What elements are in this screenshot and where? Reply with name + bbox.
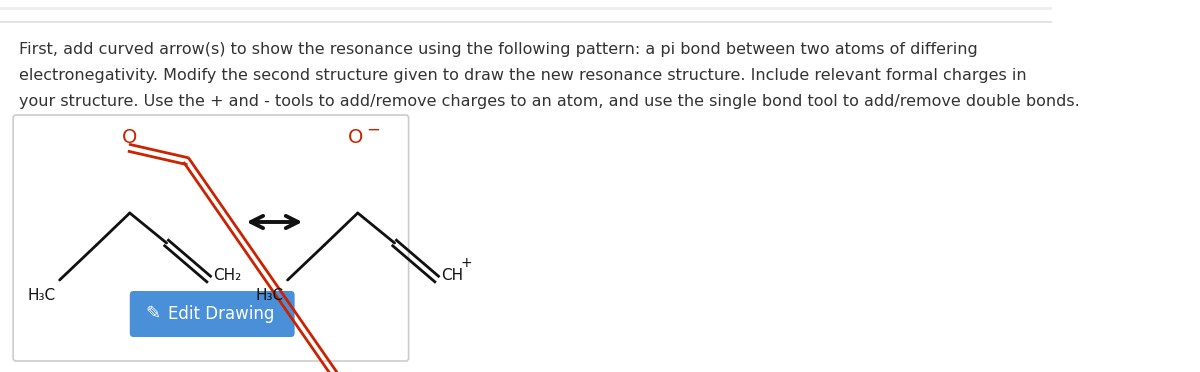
Text: CH: CH <box>442 269 463 283</box>
Text: Edit Drawing: Edit Drawing <box>168 305 274 323</box>
Text: electronegativity. Modify the second structure given to draw the new resonance s: electronegativity. Modify the second str… <box>19 68 1027 83</box>
FancyBboxPatch shape <box>13 115 409 361</box>
Text: +: + <box>461 256 472 270</box>
Text: First, add curved arrow(s) to show the resonance using the following pattern: a : First, add curved arrow(s) to show the r… <box>19 42 978 57</box>
FancyBboxPatch shape <box>130 291 295 337</box>
Text: O: O <box>348 128 364 147</box>
Text: H₃C: H₃C <box>256 288 284 303</box>
Text: CH₂: CH₂ <box>214 269 241 283</box>
Text: −: − <box>366 121 380 139</box>
Text: your structure. Use the + and - tools to add/remove charges to an atom, and use : your structure. Use the + and - tools to… <box>19 94 1080 109</box>
Text: O: O <box>122 128 138 147</box>
Text: ✎: ✎ <box>145 305 160 323</box>
Text: H₃C: H₃C <box>28 288 56 303</box>
